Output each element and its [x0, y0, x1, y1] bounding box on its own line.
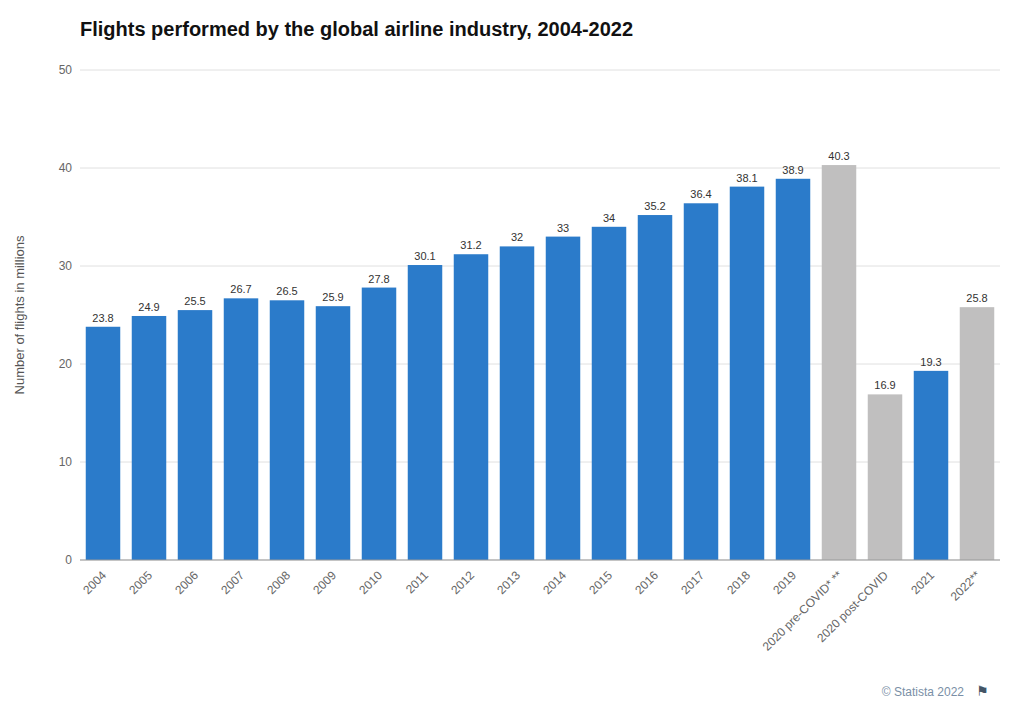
bar [454, 254, 489, 560]
data-label: 38.9 [782, 164, 803, 176]
x-tick-label: 2010 [356, 568, 385, 597]
data-labels: 23.8 24.9 25.5 26.7 26.5 25.9 27.8 30.1 31.2 32 33… [92, 150, 987, 391]
x-tick-label: 2004 [80, 568, 109, 597]
bar [730, 187, 765, 560]
x-tick-label: 2012 [448, 568, 477, 597]
data-label: 27.8 [368, 273, 389, 285]
x-tick-label: 2017 [678, 568, 707, 597]
y-tick-label: 0 [65, 553, 72, 567]
data-label: 36.4 [690, 188, 711, 200]
x-tick-label: 2013 [494, 568, 523, 597]
bar [914, 371, 949, 560]
data-label: 35.2 [644, 200, 665, 212]
x-tick-label: 2022** [948, 568, 984, 604]
bar [960, 307, 995, 560]
y-tick-label: 20 [59, 357, 73, 371]
grid-line [80, 462, 1000, 463]
data-label: 25.8 [966, 292, 987, 304]
grid [80, 70, 1000, 560]
bar [822, 165, 857, 560]
bar [684, 203, 719, 560]
data-label: 40.3 [828, 150, 849, 162]
grid-line [80, 560, 1000, 561]
chart-container: Flights performed by the global airline … [0, 0, 1024, 710]
bar [270, 300, 305, 560]
data-label: 23.8 [92, 312, 113, 324]
bar [868, 394, 903, 560]
data-label: 32 [511, 231, 523, 243]
bar [178, 310, 213, 560]
x-tick-label: 2021 [908, 568, 937, 597]
chart: Flights performed by the global airline … [0, 0, 1024, 710]
data-label: 38.1 [736, 172, 757, 184]
bar [500, 246, 535, 560]
flag-icon: ⚑ [976, 683, 989, 699]
title: Flights performed by the global airline … [80, 18, 633, 40]
data-label: 16.9 [874, 379, 895, 391]
watermark: © Statista 2022 [882, 685, 965, 699]
x-tick-label: 2020 post-COVID [814, 568, 891, 645]
y-tick-label: 40 [59, 161, 73, 175]
data-label: 26.7 [230, 283, 251, 295]
x-tick-label: 2019 [770, 568, 799, 597]
x-tick-label: 2014 [540, 568, 569, 597]
x-tick-label: 2011 [403, 568, 431, 596]
y-tick-label: 30 [59, 259, 73, 273]
data-label: 24.9 [138, 301, 159, 313]
bar [776, 179, 811, 560]
x-tick-label: 2006 [172, 568, 201, 597]
bar [546, 237, 581, 560]
data-label: 19.3 [920, 356, 941, 368]
x-tick-label: 2015 [586, 568, 615, 597]
bar [408, 265, 443, 560]
x-ticks: 2004 2005 2006 2007 2008 2009 2010 2011 2012 2013… [80, 568, 983, 654]
x-tick-label: 2016 [632, 568, 661, 597]
data-label: 33 [557, 222, 569, 234]
y-ticks: 0 10 20 30 40 50 [59, 63, 73, 567]
x-tick-label: 2009 [310, 568, 339, 597]
y-tick-label: 50 [59, 63, 73, 77]
bar [86, 327, 121, 560]
data-label: 26.5 [276, 285, 297, 297]
x-axis-line [80, 560, 1000, 561]
grid-line [80, 168, 1000, 169]
bar [224, 298, 259, 560]
data-label: 31.2 [460, 239, 481, 251]
bars [86, 165, 995, 560]
grid-line [80, 364, 1000, 365]
bar [638, 215, 673, 560]
y-tick-label: 10 [59, 455, 73, 469]
bar [316, 306, 351, 560]
grid-line [80, 70, 1000, 71]
data-label: 30.1 [414, 250, 435, 262]
data-label: 25.9 [322, 291, 343, 303]
x-tick-label: 2007 [218, 568, 247, 597]
x-tick-label: 2020 pre-COVID* ** [760, 568, 846, 654]
data-label: 25.5 [184, 295, 205, 307]
bar [592, 227, 627, 560]
y-axis-label: Number of flights in millions [12, 235, 27, 394]
x-tick-label: 2018 [724, 568, 753, 597]
data-label: 34 [603, 212, 615, 224]
bar [362, 288, 397, 560]
grid-line [80, 266, 1000, 267]
x-tick-label: 2005 [126, 568, 155, 597]
x-tick-label: 2008 [264, 568, 293, 597]
bar [132, 316, 167, 560]
